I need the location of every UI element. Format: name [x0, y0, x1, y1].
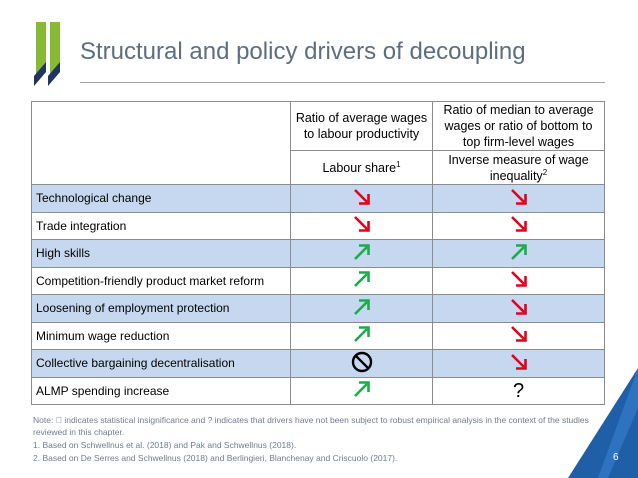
- up-arrow-icon: [352, 297, 372, 317]
- col-a-measure: Labour share1: [290, 150, 433, 185]
- title-divider: [80, 82, 605, 83]
- row-label: ALMP spending increase: [31, 376, 291, 405]
- wage-inequality-effect: ?: [432, 376, 605, 405]
- table-row: Minimum wage reduction: [31, 321, 605, 350]
- table-row: Competition-friendly product market refo…: [31, 266, 605, 295]
- corner-decoration: [568, 368, 638, 478]
- labour-share-effect: [290, 294, 433, 323]
- wage-inequality-effect: [432, 294, 605, 323]
- col-b-measure: Inverse measure of wage inequality2: [432, 150, 605, 185]
- oecd-logo: [34, 22, 60, 86]
- down-arrow-icon: [352, 214, 372, 234]
- header-row-titles: Ratio of average wages to labour product…: [31, 101, 605, 185]
- page-title: Structural and policy drivers of decoupl…: [80, 38, 526, 65]
- footnote-2: 2. Based on De Serres and Schwellnus (20…: [33, 453, 398, 463]
- question-mark: ?: [512, 379, 525, 402]
- labour-share-effect: [290, 349, 433, 378]
- table-row: High skills: [31, 239, 605, 268]
- row-label: Minimum wage reduction: [31, 321, 291, 350]
- header-blank-cell: [31, 101, 291, 185]
- wage-inequality-effect: [432, 321, 605, 350]
- row-label: Collective bargaining decentralisation: [31, 349, 291, 378]
- table-row: ALMP spending increase?: [31, 376, 605, 405]
- row-label: Technological change: [31, 184, 291, 213]
- col-b-measure-text: Inverse measure of wage inequality: [448, 152, 589, 183]
- footnote-1: 1. Based on Schwellnus et al. (2018) and…: [33, 440, 297, 450]
- up-arrow-icon: [352, 242, 372, 262]
- row-label: Trade integration: [31, 211, 291, 240]
- down-arrow-icon: [509, 324, 529, 344]
- up-arrow-icon: [352, 324, 372, 344]
- labour-share-effect: [290, 239, 433, 268]
- down-arrow-icon: [509, 187, 529, 207]
- labour-share-effect: [290, 184, 433, 213]
- row-label: High skills: [31, 239, 291, 268]
- down-arrow-icon: [352, 187, 372, 207]
- header-row-measures: Labour share1 Inverse measure of wage in…: [32, 150, 605, 185]
- row-label: Competition-friendly product market refo…: [31, 266, 291, 295]
- up-arrow-icon: [352, 269, 372, 289]
- col-b-footnote-ref: 2: [542, 167, 548, 177]
- down-arrow-icon: [509, 297, 529, 317]
- labour-share-effect: [290, 211, 433, 240]
- labour-share-effect: [290, 376, 433, 405]
- col-a-measure-text: Labour share: [322, 160, 397, 175]
- row-label: Loosening of employment protection: [31, 294, 291, 323]
- up-arrow-icon: [509, 242, 529, 262]
- drivers-table: Ratio of average wages to labour product…: [31, 101, 605, 405]
- table-row: Technological change: [31, 184, 605, 213]
- down-arrow-icon: [509, 269, 529, 289]
- wage-inequality-effect: [432, 184, 605, 213]
- table-row: Trade integration: [31, 211, 605, 240]
- down-arrow-icon: [509, 352, 529, 372]
- down-arrow-icon: [509, 214, 529, 234]
- col-a-title: Ratio of average wages to labour product…: [290, 101, 433, 151]
- wage-inequality-effect: [432, 349, 605, 378]
- table-row: Loosening of employment protection: [31, 294, 605, 323]
- up-arrow-icon: [352, 379, 372, 399]
- wage-inequality-effect: [432, 239, 605, 268]
- table-row: Collective bargaining decentralisation: [31, 349, 605, 378]
- note-text: Note: ⃠ indicates statistical insignific…: [33, 415, 589, 437]
- wage-inequality-effect: [432, 266, 605, 295]
- labour-share-effect: [290, 321, 433, 350]
- col-b-title: Ratio of median to average wages or rati…: [432, 101, 605, 151]
- wage-inequality-effect: [432, 211, 605, 240]
- prohibited-icon: [351, 351, 373, 373]
- labour-share-effect: [290, 266, 433, 295]
- page-number: 6: [613, 452, 619, 463]
- col-a-footnote-ref: 1: [396, 159, 401, 169]
